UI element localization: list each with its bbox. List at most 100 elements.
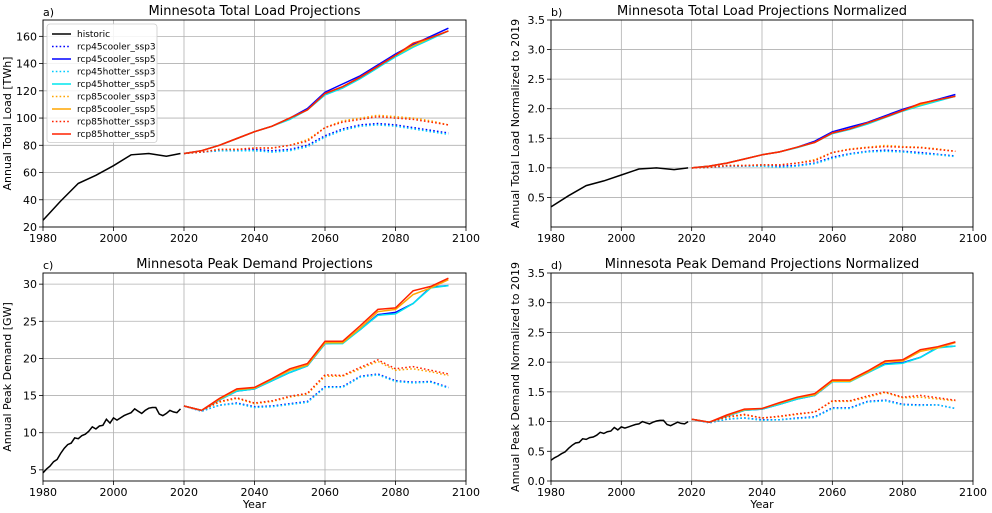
series-rcp85hotter_ssp3	[691, 391, 956, 423]
series-rcp45hotter_ssp3	[691, 150, 956, 169]
series-rcp45cooler_ssp3	[691, 149, 956, 169]
series-rcp45hotter_ssp5	[183, 284, 449, 412]
y-tick-label: 1.0	[528, 416, 546, 429]
x-tick-label: 2080	[889, 232, 917, 245]
y-tick-label: 60	[23, 167, 37, 180]
legend-label-rcp45hotter_ssp5: rcp45hotter_ssp5	[77, 80, 155, 90]
panel-letter: d)	[551, 259, 562, 272]
x-tick-label: 2080	[889, 486, 917, 499]
x-tick-label: 2080	[382, 486, 410, 499]
series-rcp45hotter_ssp3	[183, 124, 449, 155]
panel-2: 1980 2000 2020 2040 2060 2080 2100 0.5 1.0 1.5 2.0…	[509, 4, 987, 245]
legend: historic rcp45cooler_ssp3 rcp45cooler_ssp5…	[46, 23, 158, 143]
x-tick-label: 2040	[241, 232, 269, 245]
y-tick-label: 1.5	[528, 132, 546, 145]
y-tick-label: 25	[23, 315, 37, 328]
x-tick-label: 2000	[100, 232, 128, 245]
series-rcp85cooler_ssp3	[183, 114, 449, 155]
panel-3: 1980 2000 2020 2040 2060 2080 2100 5 10 15 20 25 30 M…	[1, 257, 480, 511]
legend-label-rcp85cooler_ssp3: rcp85cooler_ssp3	[77, 93, 156, 103]
x-tick-label: 2060	[818, 486, 846, 499]
series-rcp85hotter_ssp5	[183, 30, 449, 155]
x-tick-label: 2000	[607, 486, 635, 499]
chart-title: Minnesota Peak Demand Projections	[136, 257, 373, 272]
series-historic	[550, 419, 689, 461]
series-rcp45hotter_ssp5	[691, 95, 956, 169]
panel-letter: b)	[551, 6, 562, 19]
series-historic	[42, 406, 182, 474]
y-tick-label: 160	[16, 30, 37, 43]
y-tick-label: 0.5	[528, 445, 546, 458]
y-tick-label: 2.0	[528, 356, 546, 369]
x-tick-label: 2080	[382, 232, 410, 245]
x-tick-label: 2100	[452, 486, 480, 499]
y-tick-label: 0.5	[528, 191, 546, 204]
x-tick-label: 2060	[311, 486, 339, 499]
series-rcp85hotter_ssp5	[183, 277, 449, 412]
legend-label-rcp45cooler_ssp5: rcp45cooler_ssp5	[77, 55, 156, 65]
series-rcp85hotter_ssp3	[183, 115, 449, 155]
series-rcp45cooler_ssp5	[183, 284, 449, 412]
y-tick-label: 3.0	[528, 44, 546, 57]
series-rcp45cooler_ssp5	[691, 345, 956, 423]
x-tick-label: 2020	[678, 232, 706, 245]
legend-label-rcp85hotter_ssp3: rcp85hotter_ssp3	[77, 118, 155, 128]
x-tick-label: 2040	[241, 486, 269, 499]
chart-title: Minnesota Total Load Projections	[148, 4, 360, 19]
x-tick-label: 1980	[537, 232, 565, 245]
series-rcp45cooler_ssp3	[183, 122, 449, 155]
y-tick-label: 20	[23, 352, 37, 365]
y-tick-label: 1.0	[528, 162, 546, 175]
legend-label-rcp85cooler_ssp5: rcp85cooler_ssp5	[77, 105, 156, 115]
y-tick-label: 3.5	[528, 267, 546, 280]
y-tick-label: 120	[16, 85, 37, 98]
y-axis-label: Annual Total Load [TWh]	[1, 57, 14, 191]
series-rcp45hotter_ssp3	[183, 374, 449, 412]
x-tick-label: 2000	[607, 232, 635, 245]
x-axis-label: Year	[749, 498, 774, 511]
x-tick-label: 1980	[537, 486, 565, 499]
y-tick-label: 40	[23, 194, 37, 207]
y-tick-label: 15	[23, 390, 37, 403]
legend-label-rcp45hotter_ssp3: rcp45hotter_ssp3	[77, 68, 155, 78]
series-rcp85cooler_ssp5	[183, 279, 449, 412]
series-rcp85hotter_ssp5	[691, 95, 956, 169]
x-tick-label: 2100	[452, 232, 480, 245]
series-rcp85cooler_ssp5	[691, 341, 956, 423]
y-tick-label: 2.5	[528, 73, 546, 86]
x-tick-label: 2020	[678, 486, 706, 499]
y-axis-label: Annual Peak Demand Normalized to 2019	[509, 262, 522, 492]
legend-label-rcp85hotter_ssp5: rcp85hotter_ssp5	[77, 130, 155, 140]
series-rcp45hotter_ssp3	[691, 400, 956, 424]
panel-letter: a)	[43, 6, 54, 19]
y-tick-label: 20	[23, 221, 37, 234]
panel-1: 1980 2000 2020 2040 2060 2080 2100204060801001…	[1, 4, 480, 245]
x-tick-label: 2060	[311, 232, 339, 245]
panel-letter: c)	[43, 259, 53, 272]
y-tick-label: 1.5	[528, 386, 546, 399]
y-tick-label: 3.5	[528, 14, 546, 27]
series-historic	[42, 152, 181, 221]
series-rcp85cooler_ssp3	[183, 360, 449, 412]
x-tick-label: 2040	[748, 232, 776, 245]
series-rcp45hotter_ssp5	[691, 345, 956, 423]
y-axis-label: Annual Peak Demand [GW]	[1, 302, 14, 451]
x-tick-label: 2100	[959, 232, 987, 245]
legend-frame	[46, 23, 158, 143]
x-tick-label: 2060	[818, 232, 846, 245]
series-rcp45cooler_ssp3	[691, 399, 956, 424]
chart-title: Minnesota Peak Demand Projections Normal…	[605, 257, 919, 272]
series-rcp85hotter_ssp3	[183, 359, 449, 412]
y-tick-label: 5	[30, 464, 37, 477]
series-historic	[550, 167, 689, 208]
y-tick-label: 140	[16, 58, 37, 71]
legend-label-rcp45cooler_ssp3: rcp45cooler_ssp3	[77, 43, 156, 53]
x-tick-label: 2040	[748, 486, 776, 499]
x-tick-label: 2000	[100, 486, 128, 499]
series-rcp45hotter_ssp5	[183, 30, 449, 155]
y-tick-label: 3.0	[528, 297, 546, 310]
y-tick-label: 2.5	[528, 326, 546, 339]
x-tick-label: 1980	[29, 486, 57, 499]
x-tick-label: 2020	[170, 232, 198, 245]
